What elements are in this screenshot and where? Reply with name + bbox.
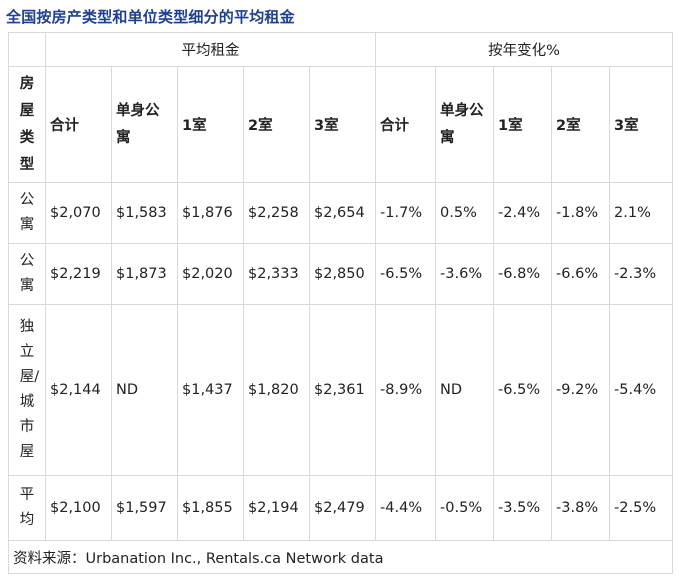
col-header-studio: 单身公寓 bbox=[111, 66, 178, 183]
table-row: 平均 $2,100 $1,597 $1,855 $2,194 $2,479 -4… bbox=[8, 475, 674, 541]
source-note: 资料来源：Urbanation Inc., Rentals.ca Network… bbox=[7, 540, 674, 574]
table-cell: $1,597 bbox=[111, 475, 178, 541]
table-cell: $2,100 bbox=[45, 475, 112, 541]
table-cell: -1.8% bbox=[551, 182, 611, 244]
source-text: 资料来源：Urbanation Inc., Rentals.ca Network… bbox=[13, 550, 384, 567]
source-row: 资料来源：Urbanation Inc., Rentals.ca Network… bbox=[7, 540, 674, 574]
table-cell: -0.5% bbox=[435, 475, 495, 541]
row-type-cell: 平均 bbox=[8, 475, 46, 541]
col-header-total: 合计 bbox=[45, 66, 112, 183]
corner-header: 房屋类型 bbox=[8, 66, 46, 183]
table-cell: $2,194 bbox=[243, 475, 310, 541]
col-header-3bed-change: 3室 bbox=[609, 66, 674, 183]
table-cell: $1,876 bbox=[177, 182, 244, 244]
corner-header-label: 房屋类型 bbox=[19, 75, 35, 173]
table-cell: $2,333 bbox=[243, 243, 310, 305]
table-cell: $2,479 bbox=[308, 475, 377, 541]
table-cell: -2.3% bbox=[609, 243, 674, 305]
table-cell: $1,583 bbox=[111, 182, 178, 244]
table-row: 独立屋/城市屋 $2,144 ND $1,437 $1,820 $2,361 -… bbox=[8, 304, 674, 476]
table-cell: $2,070 bbox=[45, 182, 112, 244]
rent-table: 平均租金 按年变化% 房屋类型 合计 单身公寓 1室 2室 3室 合计 单身公寓… bbox=[7, 32, 674, 574]
table-cell: -2.5% bbox=[609, 475, 674, 541]
row-type-cell: 独立屋/城市屋 bbox=[8, 304, 46, 476]
table-cell: $1,437 bbox=[177, 304, 244, 476]
table-cell: 0.5% bbox=[435, 182, 495, 244]
table-cell: -3.8% bbox=[551, 475, 611, 541]
table-cell: $2,219 bbox=[45, 243, 112, 305]
table-cell: $2,850 bbox=[308, 243, 377, 305]
table-cell: -4.4% bbox=[375, 475, 437, 541]
page-title: 全国按房产类型和单位类型细分的平均租金 bbox=[6, 8, 295, 26]
row-type-label: 公寓 bbox=[19, 253, 35, 294]
col-header-total-change: 合计 bbox=[375, 66, 437, 183]
row-type-label: 独立屋/城市屋 bbox=[19, 319, 40, 460]
group-header-yoy-change: 按年变化% bbox=[375, 32, 674, 67]
row-type-label: 平均 bbox=[19, 487, 35, 528]
table-cell: $1,820 bbox=[243, 304, 310, 476]
table-row: 公寓 $2,219 $1,873 $2,020 $2,333 $2,850 -6… bbox=[8, 243, 674, 305]
table-cell: -1.7% bbox=[375, 182, 437, 244]
table-cell: $1,873 bbox=[111, 243, 178, 305]
row-type-label: 公寓 bbox=[19, 192, 35, 233]
table-cell: -5.4% bbox=[609, 304, 674, 476]
table-cell: $1,855 bbox=[177, 475, 244, 541]
table-row: 公寓 $2,070 $1,583 $1,876 $2,258 $2,654 -1… bbox=[8, 182, 674, 244]
table-cell: $2,020 bbox=[177, 243, 244, 305]
table-cell: $2,258 bbox=[243, 182, 310, 244]
table-cell: -8.9% bbox=[375, 304, 437, 476]
column-header-row: 房屋类型 合计 单身公寓 1室 2室 3室 合计 单身公寓 1室 2室 3室 bbox=[8, 66, 674, 183]
table-cell: -3.5% bbox=[493, 475, 553, 541]
col-header-studio-change: 单身公寓 bbox=[435, 66, 495, 183]
table-cell: $2,361 bbox=[308, 304, 377, 476]
col-header-1bed-change: 1室 bbox=[493, 66, 553, 183]
table-cell: ND bbox=[111, 304, 178, 476]
table-cell: -6.6% bbox=[551, 243, 611, 305]
col-header-3bed: 3室 bbox=[308, 66, 377, 183]
table-cell: -6.8% bbox=[493, 243, 553, 305]
table-cell: -6.5% bbox=[493, 304, 553, 476]
col-header-1bed: 1室 bbox=[177, 66, 244, 183]
table-cell: $2,654 bbox=[308, 182, 377, 244]
table-cell: -6.5% bbox=[375, 243, 437, 305]
table-cell: -9.2% bbox=[551, 304, 611, 476]
group-header-avg-rent: 平均租金 bbox=[44, 32, 377, 67]
table-cell: $2,144 bbox=[45, 304, 112, 476]
table-cell: 2.1% bbox=[609, 182, 674, 244]
row-type-cell: 公寓 bbox=[8, 182, 46, 244]
table-cell: -3.6% bbox=[435, 243, 495, 305]
col-header-2bed: 2室 bbox=[243, 66, 310, 183]
group-header-blank bbox=[8, 32, 46, 67]
col-header-2bed-change: 2室 bbox=[551, 66, 611, 183]
table-cell: ND bbox=[435, 304, 495, 476]
table-cell: -2.4% bbox=[493, 182, 553, 244]
group-header-row: 平均租金 按年变化% bbox=[8, 32, 674, 67]
row-type-cell: 公寓 bbox=[8, 243, 46, 305]
